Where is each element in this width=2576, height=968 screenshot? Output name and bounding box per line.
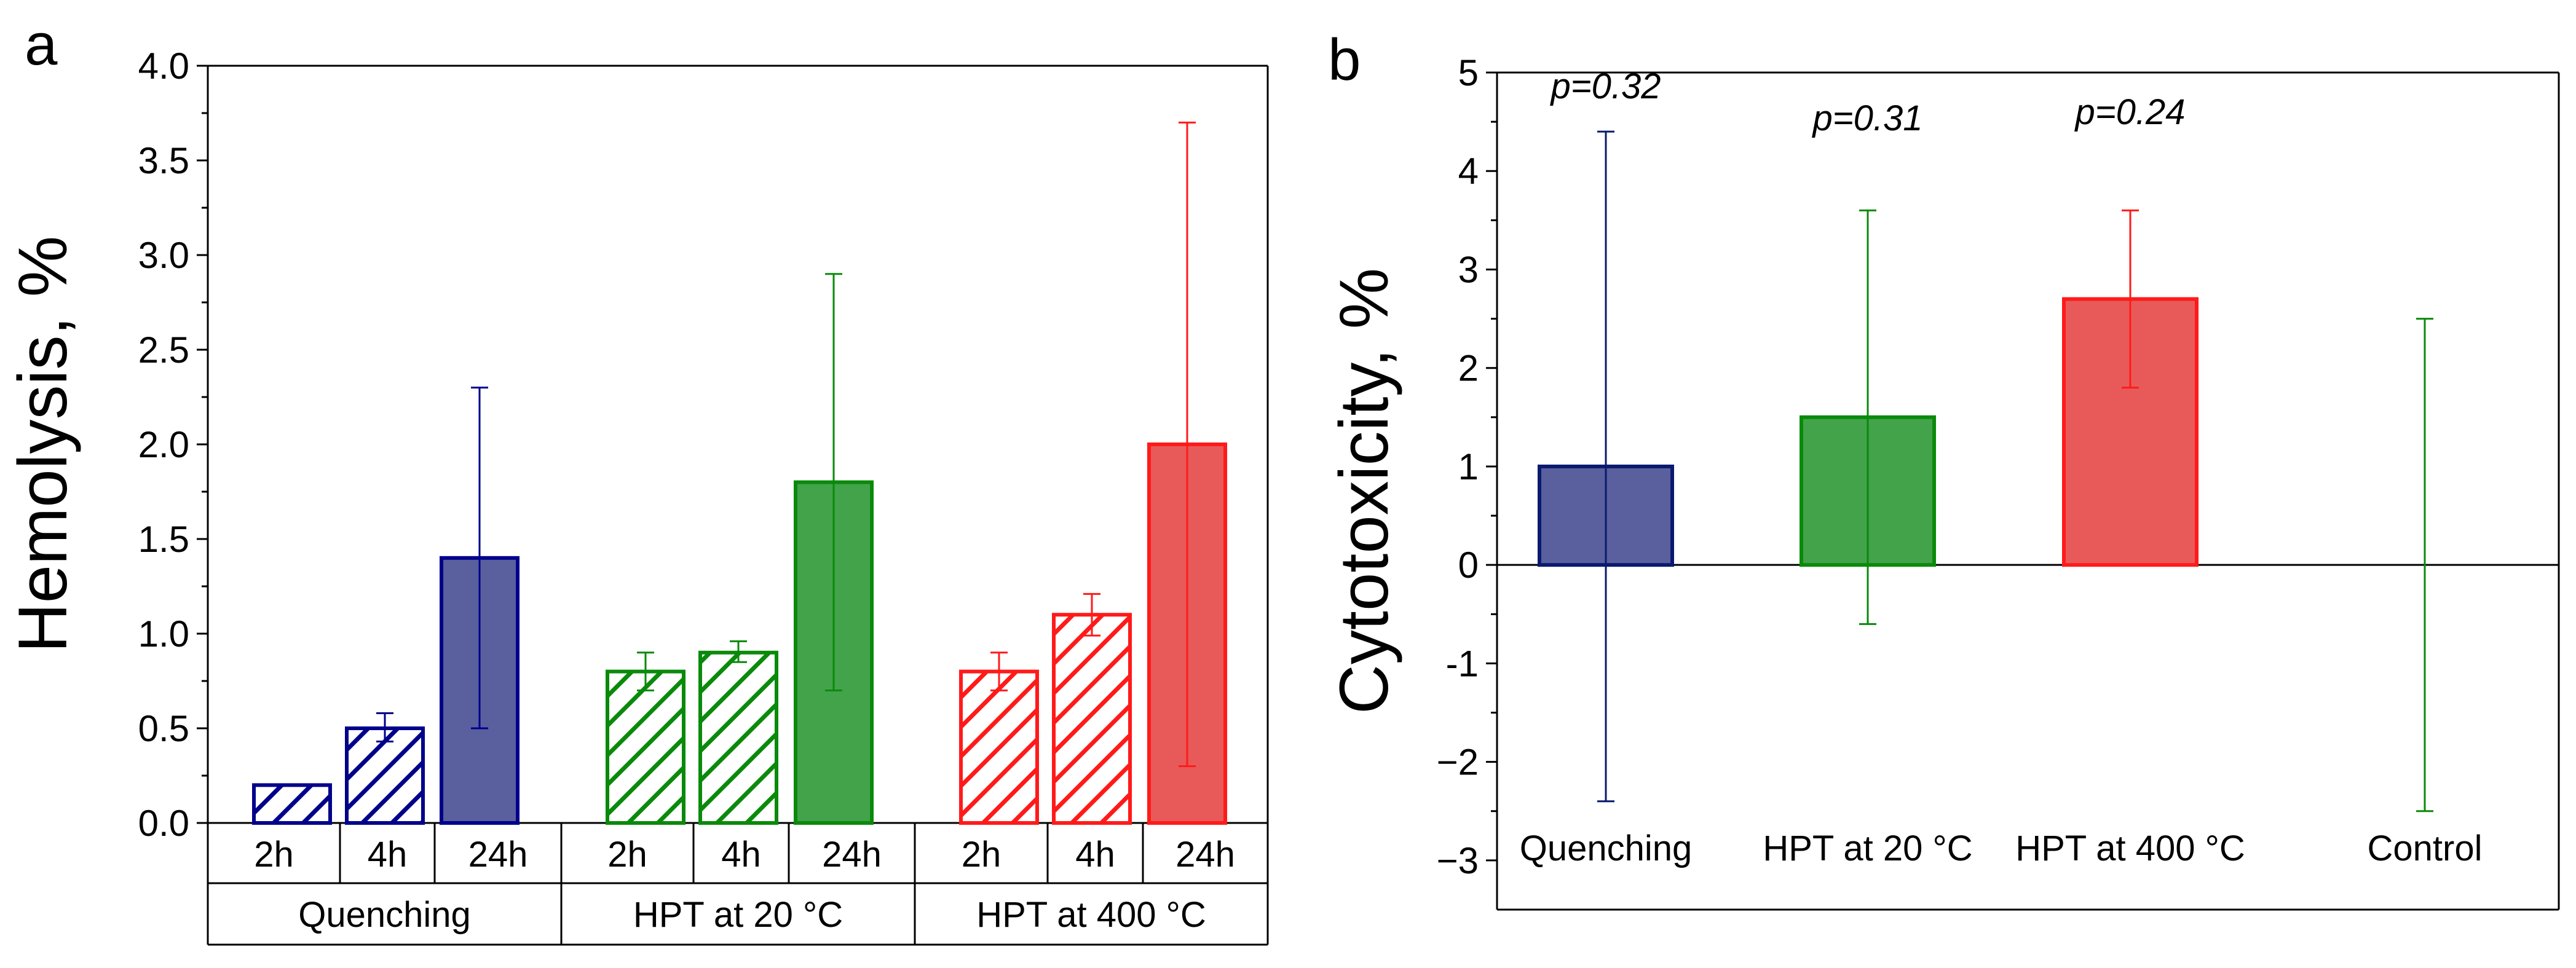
y-tick-label: −3 (1437, 840, 1479, 881)
x-tick-label: 24h (468, 835, 528, 875)
y-tick-label: 0.0 (138, 803, 189, 844)
panel-b: b 5 4 3 2 1 0 -1 −2 −3 Cytotoxicity, % Quenching p=… (1326, 27, 2560, 911)
y-tick-label: 2.0 (138, 424, 189, 465)
y-tick-label: 4 (1458, 151, 1479, 192)
y-tick-label: 3.5 (138, 140, 189, 181)
bar (2062, 297, 2199, 567)
x-tick-label: 2h (962, 835, 1002, 875)
y-axis-title: Cytotoxicity, % (1326, 268, 1402, 714)
y-tick-label: 3 (1458, 249, 1479, 290)
panel-a-letter: a (25, 12, 58, 77)
x-tick-label: 2h (607, 835, 647, 875)
group-1 (606, 273, 874, 825)
y-tick-label: 2.5 (138, 329, 189, 371)
bar (606, 669, 685, 825)
y-axis-title: Hemolysis, % (4, 236, 81, 653)
group-0 (252, 387, 520, 825)
y-tick-label: 3.0 (138, 235, 189, 276)
y-tick-label: 0 (1458, 545, 1479, 586)
bar-group-3 (2416, 318, 2433, 813)
p-value-label: p=0.24 (2074, 92, 2185, 132)
x-tick-label: 2h (254, 835, 294, 875)
bar-group-1 (1800, 209, 1936, 625)
bar (345, 726, 425, 825)
group-2 (959, 121, 1227, 825)
x-tick-label: 4h (721, 835, 761, 875)
y-tick-label: 2 (1458, 348, 1479, 389)
panel-b-letter: b (1328, 27, 1361, 93)
x-tick-label: 4h (368, 835, 408, 875)
bar-group-2 (2062, 209, 2199, 567)
x-tick-label: HPT at 20 °C (1763, 828, 1972, 868)
y-tick-label: 1.0 (138, 613, 189, 655)
bar (1052, 613, 1132, 825)
x-tick-label: HPT at 400 °C (2015, 828, 2245, 868)
y-tick-label: 1 (1458, 446, 1479, 487)
x-tick-label: 24h (822, 835, 882, 875)
y-tick-label: 1.5 (138, 519, 189, 560)
group-label: Quenching (298, 895, 471, 935)
panel-a: a 0.0 0.5 1.0 1.5 2.0 2.5 3.0 3.5 4.0 Hemolysis, … (4, 12, 1269, 946)
x-tick-label: 24h (1175, 835, 1235, 875)
x-tick-label: 4h (1075, 835, 1115, 875)
y-tick-label: 0.5 (138, 708, 189, 749)
x-tick-label: Quenching (1520, 828, 1693, 868)
y-tick-label: 5 (1458, 52, 1479, 93)
y-tick-label: -1 (1446, 643, 1479, 684)
bar (698, 650, 778, 825)
p-value-label: p=0.31 (1811, 98, 1922, 138)
bar (252, 783, 332, 825)
bar-group-0 (1538, 130, 1674, 803)
p-value-label: p=0.32 (1549, 66, 1661, 106)
x-tick-label: Control (2368, 828, 2483, 868)
y-tick-label: −2 (1437, 742, 1479, 783)
bar (959, 669, 1039, 825)
y-tick-label: 4.0 (138, 45, 189, 87)
group-label: HPT at 20 °C (633, 895, 843, 935)
group-label: HPT at 400 °C (976, 895, 1206, 935)
